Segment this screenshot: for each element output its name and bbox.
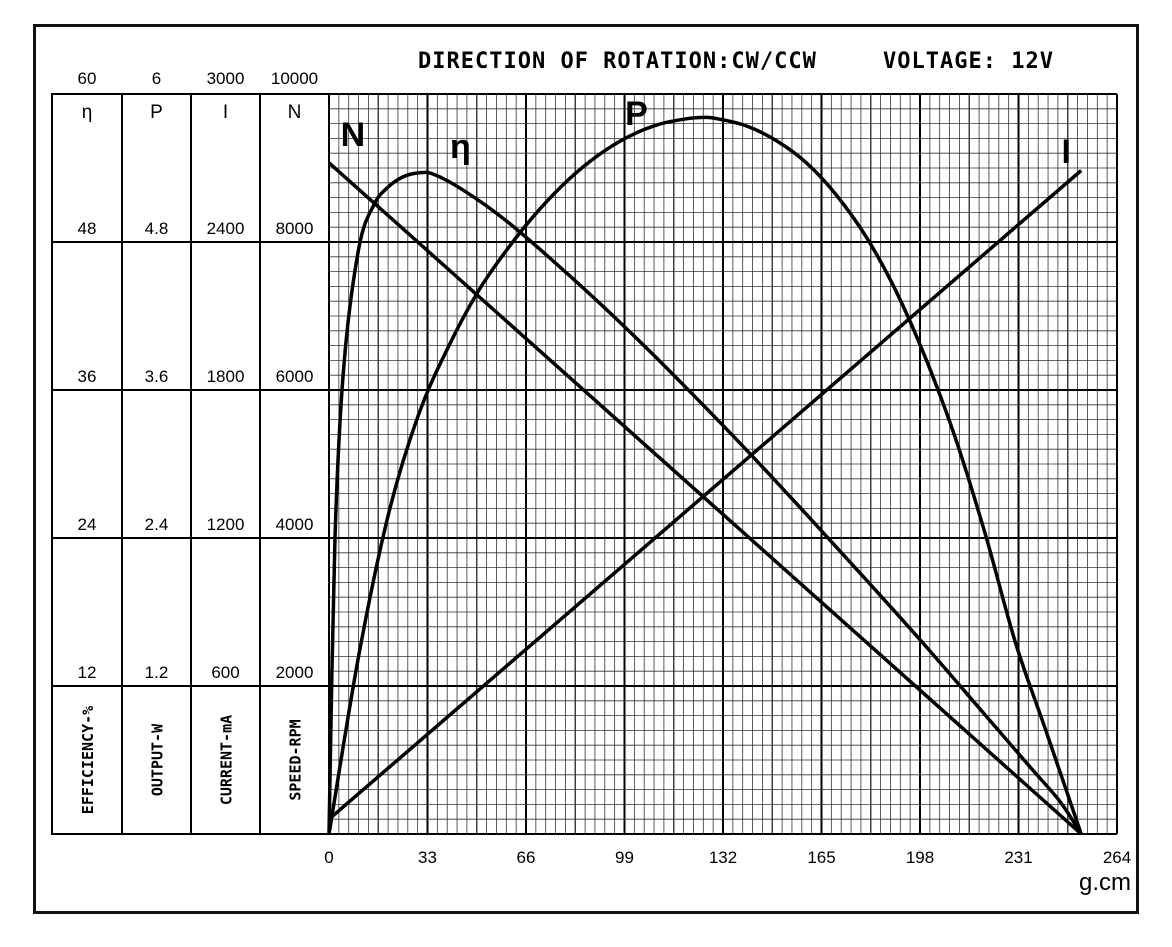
axis-tick-label: 48 xyxy=(78,219,97,238)
axis-tick-label: 6000 xyxy=(276,367,314,386)
curves xyxy=(327,115,1083,836)
x-tick-label: 231 xyxy=(1004,848,1032,867)
axis-tick-label: 1800 xyxy=(207,367,245,386)
axis-tick-label: 36 xyxy=(78,367,97,386)
x-tick-label: 0 xyxy=(324,848,333,867)
series-label: N xyxy=(341,116,366,154)
axis-label: OUTPUT-W xyxy=(149,723,167,796)
x-tick-label: 165 xyxy=(807,848,835,867)
axis-tick-label: 2400 xyxy=(207,219,245,238)
series-label: I xyxy=(1062,133,1071,171)
axis-tick-label: 6 xyxy=(152,69,161,88)
voltage-title: VOLTAGE: 12V xyxy=(883,49,1054,74)
x-axis-label: g.cm xyxy=(1079,869,1131,896)
axis-tick-label: 3000 xyxy=(207,69,245,88)
axis-label: EFFICIENCY-% xyxy=(79,706,97,814)
scale-table xyxy=(51,93,330,835)
series-curve-N xyxy=(327,161,1083,836)
series-curve-P xyxy=(327,115,1083,835)
axis-label: CURRENT-mA xyxy=(218,715,236,805)
axis-symbol: P xyxy=(150,102,163,123)
x-tick-label: 66 xyxy=(517,848,536,867)
x-tick-label: 132 xyxy=(709,848,737,867)
chart-frame xyxy=(33,24,1139,914)
rotation-title: DIRECTION OF ROTATION:CW/CCW xyxy=(418,49,817,74)
axis-label: SPEED-RPM xyxy=(287,719,305,800)
axis-tick-label: 4000 xyxy=(276,515,314,534)
axis-tick-label: 10000 xyxy=(271,69,318,88)
axis-tick-label: 1200 xyxy=(207,515,245,534)
x-tick-label: 198 xyxy=(906,848,934,867)
x-tick-label: 99 xyxy=(615,848,634,867)
grid xyxy=(328,93,1118,835)
axis-tick-label: 2.4 xyxy=(145,515,169,534)
series-curve-η xyxy=(327,170,1083,835)
axis-symbol: η xyxy=(82,102,93,123)
axis-tick-label: 600 xyxy=(211,663,239,682)
axis-tick-label: 3.6 xyxy=(145,367,169,386)
axis-tick-label: 60 xyxy=(78,69,97,88)
chart-text: η 60 48 36 24 12 EFFICIENCY-% P 6 4.8 3.6 2.4 1.2 OUT… xyxy=(78,69,1132,867)
axis-tick-label: 12 xyxy=(78,663,97,682)
axis-tick-label: 24 xyxy=(78,515,97,534)
series-label: η xyxy=(450,128,471,166)
axis-tick-label: 8000 xyxy=(276,219,314,238)
x-tick-label: 33 xyxy=(418,848,437,867)
axis-symbol: I xyxy=(223,102,228,123)
x-tick-label: 264 xyxy=(1103,848,1131,867)
axis-symbol: N xyxy=(288,102,302,123)
axis-tick-label: 2000 xyxy=(276,663,314,682)
axis-tick-label: 4.8 xyxy=(145,219,169,238)
axis-tick-label: 1.2 xyxy=(145,663,169,682)
series-curve-I xyxy=(327,169,1083,821)
series-label: P xyxy=(625,95,648,133)
